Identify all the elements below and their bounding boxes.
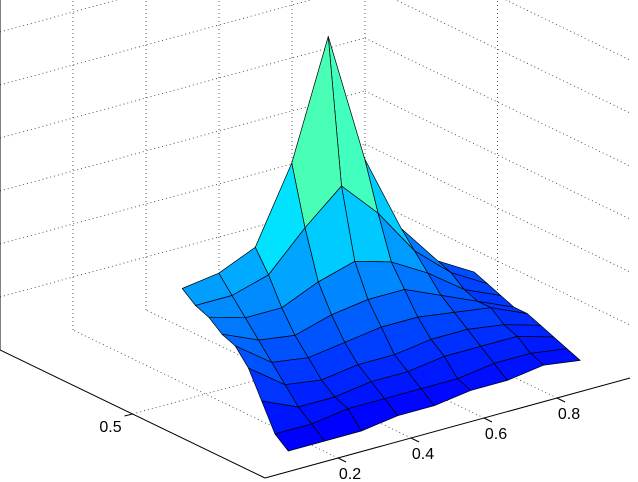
x-axis — [264, 377, 631, 479]
surface-face — [274, 423, 326, 452]
grid-line — [0, 0, 119, 33]
x-tick — [483, 417, 493, 423]
grid-line — [395, 0, 631, 114]
grid-line — [364, 90, 631, 220]
x-tick-label: 0.6 — [485, 426, 507, 443]
y-tick-label: 0.5 — [99, 419, 121, 436]
x-tick-label: 0.8 — [558, 406, 580, 423]
x-tick — [556, 397, 566, 403]
x-tick — [337, 457, 347, 463]
x-tick-label: 0.4 — [412, 446, 434, 463]
x-tick-label: 0.2 — [339, 466, 361, 482]
grid-line — [0, 0, 312, 86]
x-tick — [410, 437, 420, 443]
y-tick — [124, 413, 133, 417]
